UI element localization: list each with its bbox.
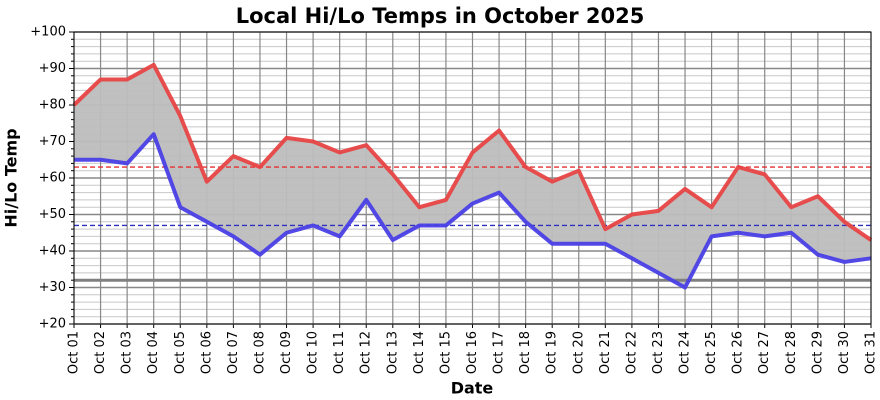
x-tick-label: Oct 16 xyxy=(465,331,480,374)
x-tick-label: Oct 17 xyxy=(492,331,507,374)
x-tick-label: Oct 28 xyxy=(784,331,799,374)
x-tick-label: Oct 12 xyxy=(359,331,374,374)
range-fill xyxy=(74,64,871,288)
x-tick-label: Oct 09 xyxy=(279,331,294,374)
x-tick-label: Oct 23 xyxy=(651,331,666,374)
series-line xyxy=(74,132,872,290)
x-tick-label: Oct 25 xyxy=(704,331,719,374)
x-tick-label: Oct 21 xyxy=(598,331,613,374)
x-tick-label: Oct 18 xyxy=(518,331,533,374)
y-tick-label: +70 xyxy=(39,134,66,149)
x-tick-label: Oct 03 xyxy=(120,331,135,374)
x-tick-label: Oct 05 xyxy=(173,331,188,374)
x-axis-title: Date xyxy=(451,379,494,398)
x-tick-label: Oct 27 xyxy=(757,331,772,374)
chart-title: Local Hi/Lo Temps in October 2025 xyxy=(236,4,645,28)
x-tick-label: Oct 26 xyxy=(731,331,746,374)
x-tick-label: Oct 30 xyxy=(837,331,852,374)
series-line xyxy=(72,62,873,242)
x-tick-label: Oct 02 xyxy=(93,331,108,374)
x-tick-label: Oct 31 xyxy=(864,331,879,374)
y-tick-label: +20 xyxy=(39,317,66,332)
x-tick-label: Oct 10 xyxy=(306,331,321,374)
x-tick-label: Oct 08 xyxy=(252,331,267,374)
y-tick-label: +50 xyxy=(39,207,66,222)
y-tick-label: +90 xyxy=(39,61,66,76)
x-tick-label: Oct 20 xyxy=(571,331,586,374)
x-tick-label: Oct 14 xyxy=(412,331,427,374)
x-tick-label: Oct 15 xyxy=(438,331,453,374)
y-tick-label: +100 xyxy=(30,25,66,40)
plot-frame xyxy=(73,31,872,325)
y-tick-label: +80 xyxy=(39,98,66,113)
x-tick-label: Oct 24 xyxy=(678,331,693,374)
x-tick-label: Oct 19 xyxy=(545,331,560,374)
y-tick-label: +60 xyxy=(39,171,66,186)
x-tick-label: Oct 07 xyxy=(226,331,241,374)
x-tick-label: Oct 13 xyxy=(385,331,400,374)
x-tick-label: Oct 01 xyxy=(67,331,82,374)
x-tick-label: Oct 06 xyxy=(199,331,214,374)
y-tick-label: +40 xyxy=(39,244,66,259)
x-tick-label: Oct 04 xyxy=(146,331,161,374)
y-axis-title: Hi/Lo Temp xyxy=(2,128,21,227)
x-tick-label: Oct 22 xyxy=(624,331,639,374)
x-tick-label: Oct 29 xyxy=(810,331,825,374)
y-tick-label: +30 xyxy=(39,280,66,295)
x-tick-label: Oct 11 xyxy=(332,331,347,374)
